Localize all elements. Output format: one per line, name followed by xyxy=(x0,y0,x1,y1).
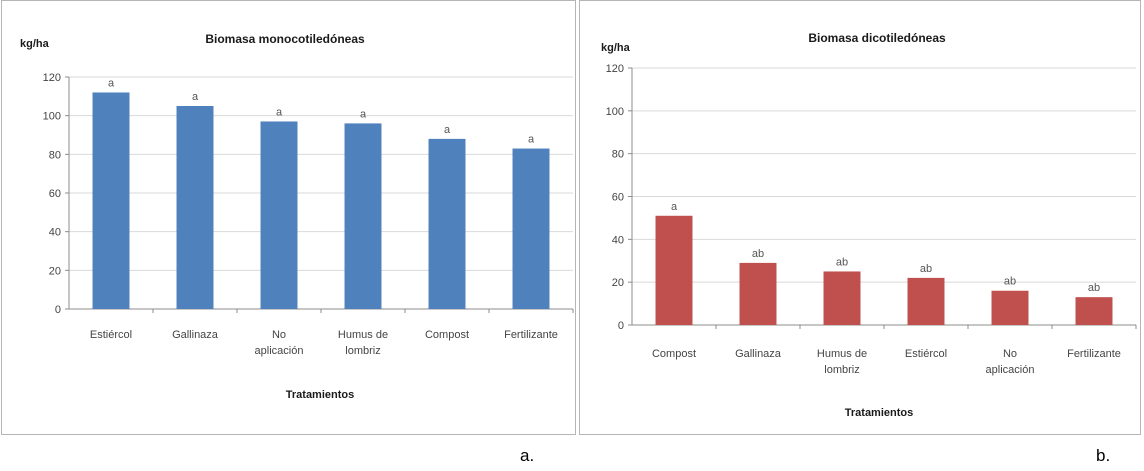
bar-data-label: a xyxy=(360,108,367,120)
y-tick-label: 0 xyxy=(55,304,61,316)
x-axis-title: Tratamientos xyxy=(286,389,354,401)
y-tick-label: 20 xyxy=(49,265,61,277)
bar xyxy=(344,123,382,310)
bar xyxy=(823,271,861,325)
bar-chart-dicotiledoneas: Biomasa dicotiledóneas kg/ha 0 20 40 60 80 100 1… xyxy=(601,31,1137,419)
bar-data-label: a xyxy=(528,134,535,146)
chart-panel-dicotiledoneas: Biomasa dicotiledóneas kg/ha 0 20 40 60 80 100 1… xyxy=(579,0,1141,435)
bar-data-label: a xyxy=(671,201,678,213)
bar xyxy=(512,148,550,309)
bar-data-label: a xyxy=(108,77,115,89)
bar xyxy=(739,262,777,325)
x-category-label: Humus de lombriz xyxy=(338,329,388,357)
panel-letter-b: b. xyxy=(1096,446,1111,465)
bar-data-label: ab xyxy=(920,263,932,275)
x-category-label: Fertilizante xyxy=(504,329,558,341)
y-tick-label: 120 xyxy=(43,72,61,84)
bar xyxy=(428,138,466,309)
bar xyxy=(907,277,945,325)
y-tick-label: 40 xyxy=(49,227,61,239)
bar xyxy=(92,92,130,309)
bar xyxy=(991,290,1029,325)
y-tick-label: 80 xyxy=(49,149,61,161)
x-category-label: No aplicación xyxy=(255,329,304,357)
bar xyxy=(655,215,693,325)
x-category-label: Compost xyxy=(425,329,469,341)
y-tick-label: 60 xyxy=(49,188,61,200)
panel-letter-a: a. xyxy=(520,446,535,465)
y-tick-label: 100 xyxy=(43,111,61,123)
bar-data-label: a xyxy=(444,124,451,136)
x-category-label: No aplicación xyxy=(986,348,1035,376)
y-tick-label: 60 xyxy=(612,192,624,204)
x-category-label: Estiércol xyxy=(905,348,947,360)
y-axis-unit-label: kg/ha xyxy=(601,42,631,54)
bar-data-label: ab xyxy=(836,256,848,268)
bar xyxy=(176,106,214,309)
x-category-label: Fertilizante xyxy=(1067,348,1121,360)
y-tick-label: 100 xyxy=(606,106,624,118)
y-tick-label: 80 xyxy=(612,149,624,161)
chart-title: Biomasa dicotiledóneas xyxy=(808,31,946,45)
bar-chart-monocotiledoneas: Biomasa monocotiledóneas kg/ha 0 20 40 60 80 10… xyxy=(20,32,574,401)
x-category-label: Gallinaza xyxy=(735,348,782,360)
y-tick-label: 20 xyxy=(612,277,624,289)
y-tick-label: 120 xyxy=(606,63,624,75)
x-axis-title: Tratamientos xyxy=(845,407,913,419)
y-axis-unit-label: kg/ha xyxy=(20,38,50,50)
bar-data-label: ab xyxy=(752,248,764,260)
chart-title: Biomasa monocotiledóneas xyxy=(205,32,365,46)
bar-data-label: a xyxy=(276,106,283,118)
chart-panel-monocotiledoneas: Biomasa monocotiledóneas kg/ha 0 20 40 60 80 10… xyxy=(1,0,576,435)
x-category-label: Humus de lombriz xyxy=(817,348,867,376)
y-tick-label: 40 xyxy=(612,234,624,246)
x-category-label: Compost xyxy=(652,348,696,360)
y-tick-label: 0 xyxy=(618,320,624,332)
bar xyxy=(260,121,298,309)
x-category-label: Estiércol xyxy=(90,329,132,341)
x-category-label: Gallinaza xyxy=(172,329,219,341)
bar-data-label: ab xyxy=(1088,282,1100,294)
bar-data-label: ab xyxy=(1004,276,1016,288)
bar-data-label: a xyxy=(192,91,199,103)
bar xyxy=(1075,297,1113,325)
